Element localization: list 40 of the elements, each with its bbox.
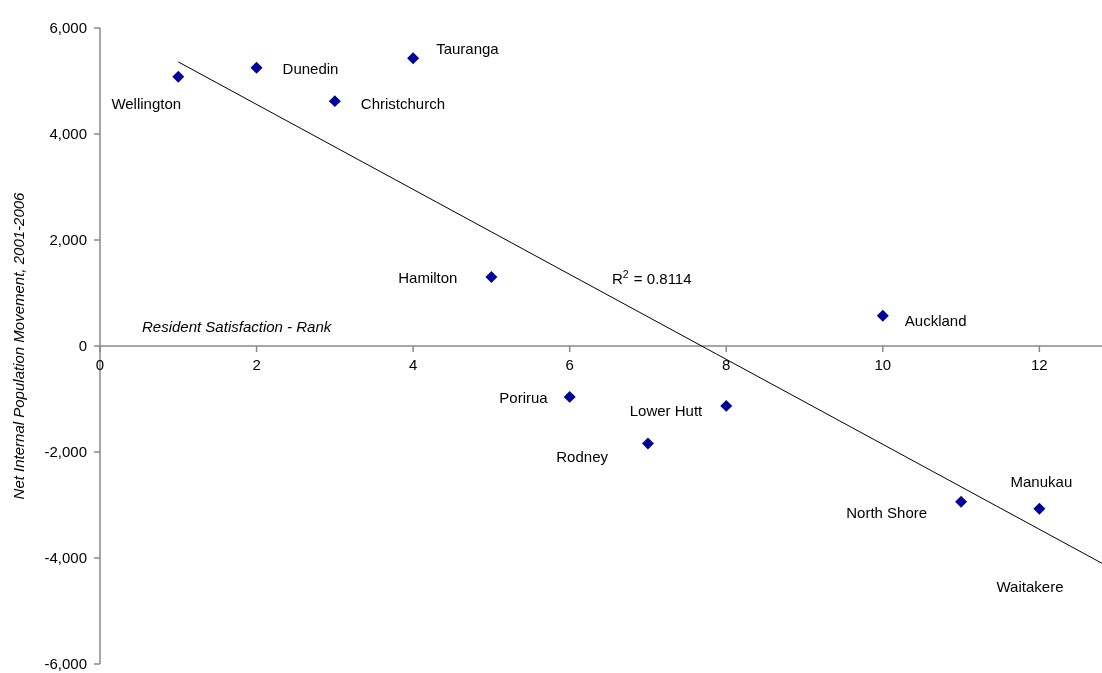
y-tick-label: -6,000 <box>44 655 87 672</box>
annotation: R$^{2}$ = 0.8114 <box>612 268 692 287</box>
annotation: Rodney <box>556 447 609 465</box>
y-tick-label: 6,000 <box>49 19 87 36</box>
point <box>955 495 968 508</box>
annotation: Hamilton <box>398 269 458 287</box>
x-tick-label: 8 <box>722 356 731 373</box>
point <box>407 52 420 65</box>
annotation: Christchurch <box>360 95 446 113</box>
x-tick-label: 10 <box>874 356 892 373</box>
annotation: Porirua <box>499 388 549 406</box>
point <box>328 95 341 108</box>
annotation: Lower Hutt <box>629 401 704 419</box>
y-tick-label: 4,000 <box>49 125 87 142</box>
point <box>172 70 185 83</box>
annotation: Tauranga <box>436 40 500 58</box>
x-axis-title: Resident Satisfaction - Rank <box>142 318 333 335</box>
y-tick-label: -4,000 <box>44 549 87 566</box>
y-tick-label: 0 <box>78 337 87 354</box>
point <box>485 271 498 284</box>
x-tick-label: 0 <box>95 356 105 373</box>
y-tick-label: 2,000 <box>49 231 87 248</box>
annotation: North Shore <box>846 503 928 521</box>
point <box>563 390 576 403</box>
annotation: Auckland <box>904 311 967 329</box>
point <box>1033 502 1046 515</box>
annotation: Manukau <box>1010 472 1073 490</box>
y-tick-label: -2,000 <box>44 443 87 460</box>
annotation: Waitakere <box>996 578 1064 595</box>
point <box>641 437 654 450</box>
x-tick-label: 6 <box>565 356 574 373</box>
point <box>720 399 733 412</box>
y-axis-title: Net Internal Population Movement, 2001-2006 <box>10 191 27 500</box>
annotation: Dunedin <box>282 59 339 77</box>
x-tick-label: 2 <box>252 356 261 373</box>
point <box>250 61 263 74</box>
point <box>876 309 889 322</box>
annotation: Wellington <box>111 94 182 112</box>
x-tick-label: 4 <box>408 356 418 373</box>
x-tick-label: 12 <box>1031 356 1048 373</box>
